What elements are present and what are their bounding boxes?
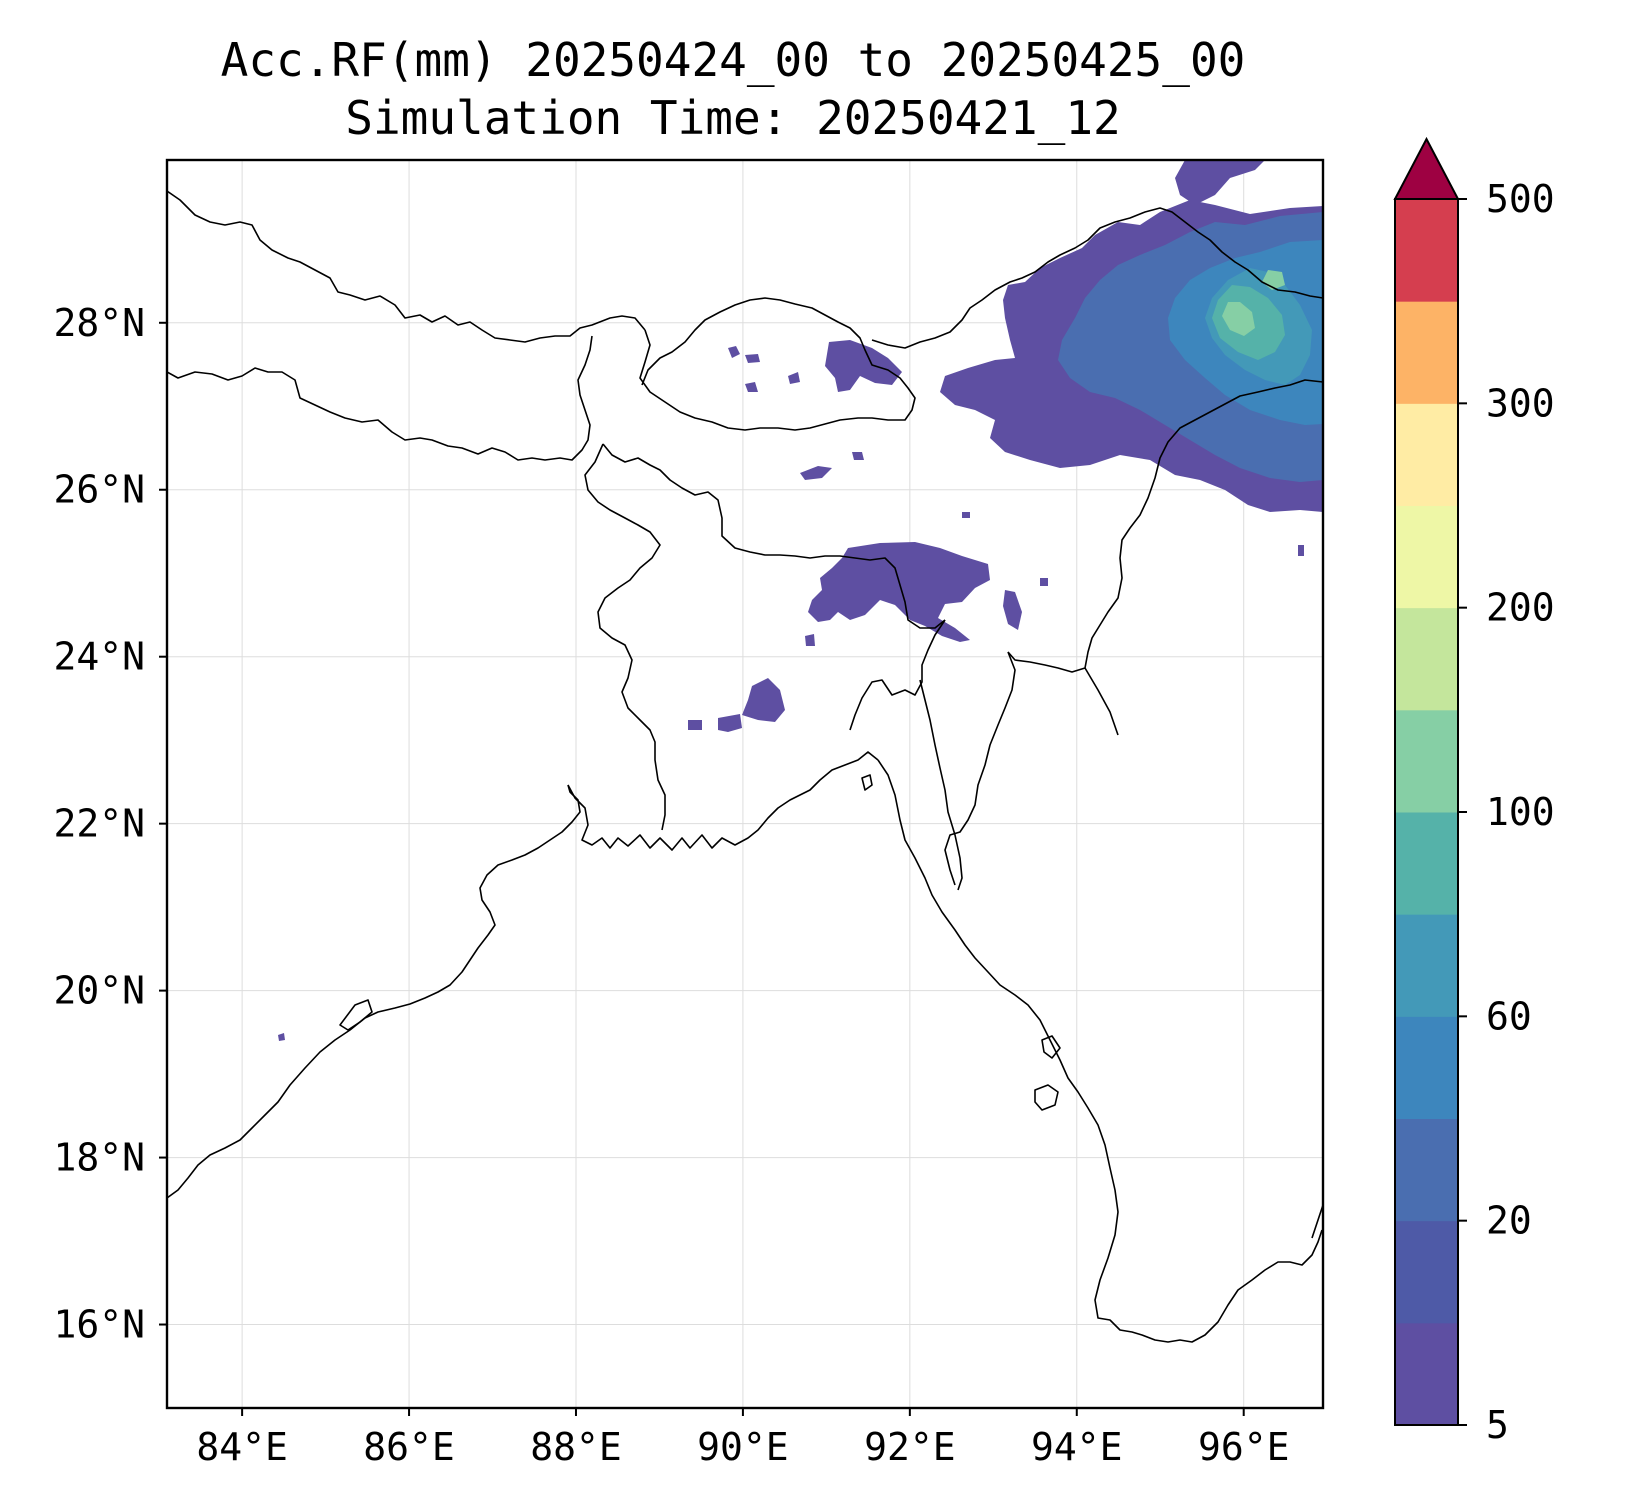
rainfall-region-bangladesh-2 — [718, 714, 742, 732]
rainfall-region-assam-small-2 — [852, 452, 864, 460]
colorbar-extend-arrow — [1393, 136, 1460, 200]
border-tripura — [849, 619, 946, 731]
title-line-1: Acc.RF(mm) 20250424_00 to 20250425_00 — [221, 33, 1246, 87]
colorbar-segment — [1395, 1322, 1458, 1426]
rainfall-region-bhutan-small-1 — [728, 346, 740, 358]
colorbar-tick-label: 500 — [1486, 177, 1555, 221]
colorbar-segment — [1395, 709, 1458, 813]
rainfall-region-bhutan — [825, 340, 902, 392]
coastline-myanmar — [877, 759, 1323, 1343]
title-line-2: Simulation Time: 20250421_12 — [345, 91, 1120, 145]
colorbar-tick-label: 5 — [1486, 1403, 1509, 1447]
coastline-india-east — [167, 784, 581, 1199]
rainfall-region-odisha-dot — [278, 1033, 285, 1041]
colorbar-tick-label: 100 — [1486, 790, 1555, 834]
rainfall-region-bhutan-small-4 — [788, 372, 800, 384]
coastline-chittagong-islands — [861, 774, 873, 791]
border-nepal-south — [167, 335, 593, 461]
lon-tick-label: 88°E — [530, 1425, 622, 1469]
border-myanmar-india — [1084, 667, 1119, 736]
lat-tick-label: 20°N — [53, 969, 145, 1013]
rainfall-region-bhutan-small-2 — [745, 354, 760, 363]
lat-tick-label: 26°N — [53, 468, 145, 512]
colorbar-segment — [1395, 505, 1458, 609]
border-assam-south — [1007, 379, 1323, 673]
rainfall-region-meghalaya-strip — [1003, 590, 1022, 630]
latitude-axis: 16°N 18°N 20°N 22°N 24°N 26°N 28°N — [53, 301, 167, 1347]
lon-tick-label: 86°E — [363, 1425, 455, 1469]
border-bangladesh-west — [584, 443, 666, 831]
rainfall-region-meghalaya — [808, 542, 990, 642]
coastline-martaban — [1311, 1204, 1323, 1239]
border-bangladesh — [602, 443, 946, 629]
rainfall-region-meghalaya-dot — [1040, 578, 1048, 586]
lon-tick-label: 94°E — [1031, 1425, 1123, 1469]
colorbar: 5 20 60 100 200 300 500 — [1393, 136, 1555, 1447]
longitude-axis: 84°E 86°E 88°E 90°E 92°E 94°E 96°E — [196, 1408, 1289, 1469]
border-bhutan — [639, 297, 916, 431]
border-manipur — [919, 679, 963, 891]
coastline-cheduba-island — [1041, 1035, 1061, 1059]
border-nepal-north — [167, 190, 646, 343]
lon-tick-label: 96°E — [1198, 1425, 1290, 1469]
colorbar-segment — [1395, 812, 1458, 915]
coastline-layer — [167, 190, 1323, 1343]
coastline-chilika-lake — [339, 999, 373, 1031]
lat-tick-label: 24°N — [53, 635, 145, 679]
coastline-sundarbans — [567, 751, 879, 851]
rainfall-region-northeast-100 — [1222, 302, 1255, 336]
colorbar-segment — [1395, 607, 1458, 711]
rainfall-region-assam-small — [800, 466, 832, 480]
colorbar-segment — [1395, 914, 1458, 1017]
lon-tick-label: 92°E — [864, 1425, 956, 1469]
map-frame — [165, 158, 1325, 1410]
rainfall-region-northeast-tail — [1175, 160, 1265, 205]
border-mizoram — [944, 651, 1016, 886]
lon-tick-label: 90°E — [697, 1425, 789, 1469]
colorbar-tick-label: 20 — [1486, 1199, 1532, 1243]
lat-tick-label: 16°N — [53, 1303, 145, 1347]
rainfall-region-bhutan-small-3 — [745, 382, 758, 392]
lat-tick-label: 18°N — [53, 1136, 145, 1180]
colorbar-segment — [1395, 301, 1458, 404]
rainfall-region-bangladesh-3 — [688, 720, 702, 730]
rainfall-region-meghalaya-dot-2 — [805, 634, 815, 646]
colorbar-segment — [1395, 403, 1458, 506]
rainfall-region-bangladesh — [742, 678, 785, 722]
colorbar-segment — [1395, 1118, 1458, 1222]
colorbar-tick-label: 200 — [1486, 586, 1555, 630]
rainfall-fill-layer — [278, 160, 1323, 1041]
colorbar-tick-label: 60 — [1486, 994, 1532, 1038]
lat-tick-label: 28°N — [53, 301, 145, 345]
colorbar-segment — [1395, 1220, 1458, 1324]
rainfall-region-east-dot — [1298, 545, 1304, 556]
lat-tick-label: 22°N — [53, 802, 145, 846]
rainfall-region-east-dot-2 — [962, 512, 970, 518]
colorbar-segment — [1395, 199, 1458, 302]
colorbar-segment — [1395, 1016, 1458, 1119]
coastline-ramree-island — [1034, 1084, 1059, 1111]
colorbar-tick-label: 300 — [1486, 381, 1555, 425]
lon-tick-label: 84°E — [196, 1425, 288, 1469]
border-arunachal — [871, 207, 1323, 349]
